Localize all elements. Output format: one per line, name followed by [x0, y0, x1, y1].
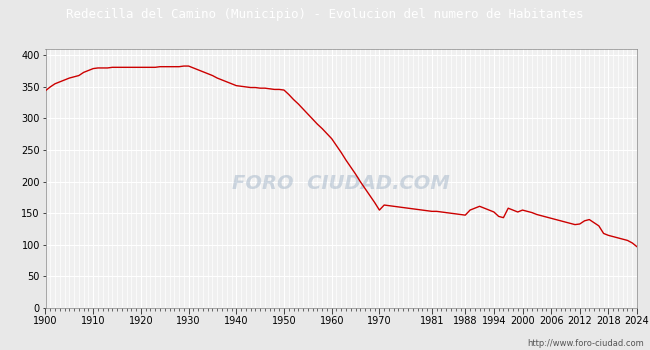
Text: http://www.foro-ciudad.com: http://www.foro-ciudad.com	[526, 339, 644, 348]
Text: Redecilla del Camino (Municipio) - Evolucion del numero de Habitantes: Redecilla del Camino (Municipio) - Evolu…	[66, 8, 584, 21]
Text: FORO  CIUDAD.COM: FORO CIUDAD.COM	[233, 174, 450, 193]
